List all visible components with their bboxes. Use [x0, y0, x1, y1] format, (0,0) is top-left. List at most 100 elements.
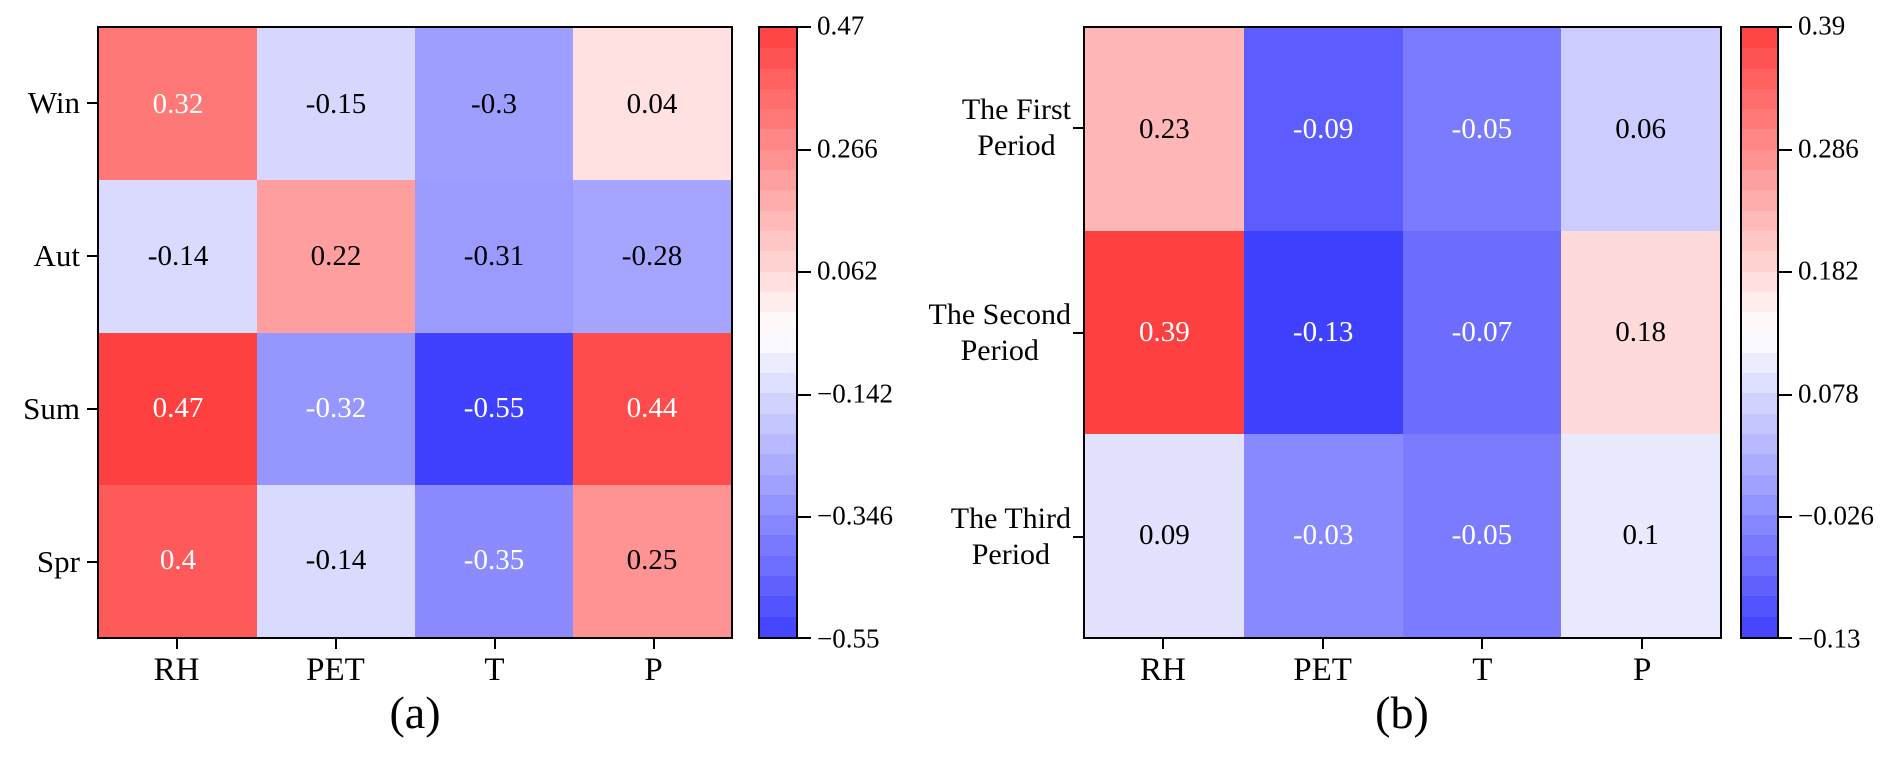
colorbar-band: [760, 494, 796, 516]
colorbar-tick-mark: [1779, 148, 1792, 151]
y-tick-mark: [1073, 535, 1083, 538]
heatmap-cell-a-r2c3: 0.44: [573, 332, 731, 485]
heatmap-cell-a-r0c1: -0.15: [257, 28, 415, 181]
colorbar-band: [1742, 393, 1777, 414]
colorbar-band: [760, 170, 796, 191]
row-tick-label-text: Spr: [36, 544, 80, 580]
x-tick-mark: [175, 639, 178, 649]
colorbar-band: [1742, 454, 1777, 475]
colorbar-band: [1742, 129, 1777, 150]
colorbar-tick-mark: [798, 26, 811, 28]
y-tick-mark: [87, 101, 97, 104]
colorbar-band: [1742, 190, 1777, 211]
row-tick-label-text: Win: [27, 84, 80, 120]
heatmap-cell-a-r3c2: -0.35: [415, 484, 573, 637]
colorbar-band: [760, 129, 796, 150]
colorbar-band: [1742, 28, 1777, 49]
heatmap-cell-b-r1c0: 0.39: [1085, 231, 1244, 434]
colorbar-band: [760, 271, 796, 292]
colorbar-band: [760, 576, 796, 597]
colorbar-band: [1742, 596, 1777, 617]
row-tick-label-text: The Third Period: [950, 501, 1071, 571]
heatmap-cell-a-r2c2: -0.55: [415, 332, 573, 485]
heatmap-cell-a-r1c0: -0.14: [99, 180, 257, 333]
colorbar-band: [760, 88, 796, 110]
heatmap-cell-a-r2c0: 0.47: [99, 332, 257, 485]
y-tick-mark: [87, 254, 97, 257]
colorbar-band: [760, 393, 796, 414]
colorbar-band: [1742, 413, 1777, 434]
heatmap-cell-a-r0c2: -0.3: [415, 28, 573, 181]
colorbar-tick-mark: [1779, 26, 1792, 28]
row-tick-label: Spr: [0, 544, 80, 580]
colorbar-tick-mark: [1779, 271, 1792, 274]
colorbar-tick-label: −0.346: [817, 500, 893, 531]
heatmap-cell-b-r0c3: 0.06: [1561, 28, 1720, 231]
heatmap-cell-a-r1c3: -0.28: [573, 180, 731, 333]
heatmap-cell-a-r1c1: 0.22: [257, 180, 415, 333]
colorbar-band: [1742, 474, 1777, 495]
colorbar-band: [760, 535, 796, 556]
heatmap-cell-b-r1c2: -0.07: [1402, 231, 1562, 434]
colorbar-tick-mark: [798, 393, 811, 396]
colorbar-band: [760, 454, 796, 475]
heatmap-cell-b-r0c0: 0.23: [1085, 28, 1244, 231]
heatmap-cell-b-r2c2: -0.05: [1402, 434, 1562, 637]
colorbar-band: [1742, 88, 1777, 110]
colorbar-band: [1742, 352, 1777, 374]
y-tick-mark: [87, 561, 97, 564]
row-tick-label: Sum: [0, 391, 80, 427]
colorbar-tick-label: 0.078: [1798, 378, 1859, 409]
y-tick-mark: [1073, 331, 1083, 334]
y-tick-mark: [1073, 127, 1083, 130]
colorbar-band: [1742, 535, 1777, 556]
heatmap-cell-a-r2c1: -0.32: [257, 332, 415, 485]
colorbar-band: [1742, 271, 1777, 292]
colorbar-band: [760, 555, 796, 577]
heatmap-cell-b-r0c2: -0.05: [1402, 28, 1562, 231]
colorbar-band: [760, 352, 796, 374]
colorbar-band: [1742, 373, 1777, 394]
colorbar-tick-label: 0.47: [817, 10, 865, 41]
heatmap-cell-b-r2c3: 0.1: [1561, 434, 1720, 637]
row-tick-label-text: The Second Period: [928, 297, 1071, 367]
colorbar-band: [760, 596, 796, 617]
col-tick-label: PET: [1293, 652, 1352, 688]
heatmap-cell-a-r3c1: -0.14: [257, 484, 415, 637]
colorbar-band: [760, 433, 796, 455]
col-tick-label: T: [484, 652, 505, 688]
heatmap-cell-a-r0c3: 0.04: [573, 28, 731, 181]
colorbar-tick-mark: [1779, 637, 1792, 639]
row-tick-label-text: The First Period: [961, 93, 1071, 163]
colorbar-band: [1742, 616, 1777, 637]
row-tick-label-text: Sum: [23, 391, 80, 427]
x-tick-mark: [1641, 639, 1644, 649]
row-tick-label: Aut: [0, 238, 81, 274]
colorbar-tick-label: −0.026: [1798, 500, 1874, 531]
colorbar-tick-mark: [1779, 393, 1792, 396]
colorbar-band: [1742, 170, 1777, 191]
colorbar-band: [760, 373, 796, 394]
heatmap-cell-a-r0c0: 0.32: [99, 28, 257, 181]
colorbar-band: [1742, 210, 1777, 231]
colorbar-band: [1742, 68, 1777, 89]
heatmap-cell-b-r0c1: -0.09: [1243, 28, 1403, 231]
heatmap-cell-b-r2c1: -0.03: [1243, 434, 1403, 637]
heatmap-cell-a-r1c2: -0.31: [415, 180, 573, 333]
heatmap-cell-b-r1c1: -0.13: [1243, 231, 1403, 434]
colorbar-tick-mark: [798, 516, 811, 519]
colorbar-band: [760, 149, 796, 171]
x-tick-mark: [334, 639, 337, 649]
panel-a-caption: (a): [389, 687, 441, 738]
colorbar-band: [760, 413, 796, 434]
colorbar-band: [1742, 494, 1777, 516]
colorbar-band: [760, 251, 796, 272]
colorbar-band: [760, 474, 796, 495]
colorbar-band: [760, 28, 796, 49]
colorbar-band: [1742, 48, 1777, 69]
colorbar-tick-label: −0.142: [817, 378, 893, 409]
colorbar-band: [760, 291, 796, 313]
colorbar-band: [760, 616, 796, 637]
colorbar-band: [1742, 149, 1777, 171]
